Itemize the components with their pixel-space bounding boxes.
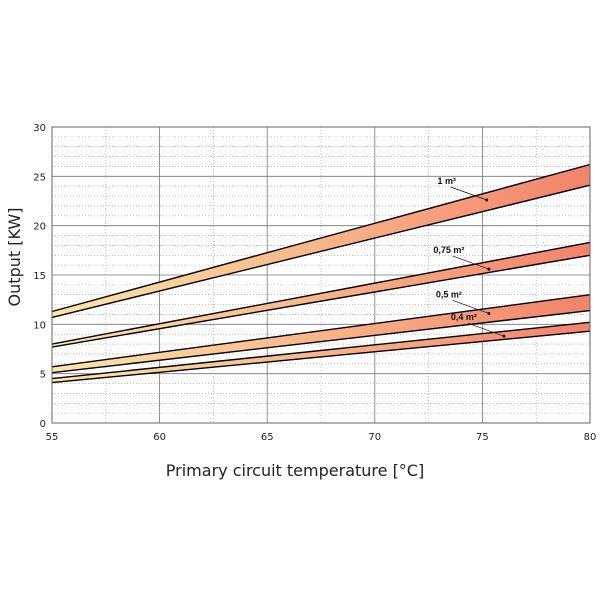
band-labels: 1 m² 0,75 m² 0,5 m² 0,4 m² [433, 176, 506, 338]
y-tick-label: 15 [33, 271, 46, 282]
band-fill-2 [52, 294, 590, 373]
band-lower-line-1 [51, 254, 591, 348]
band-lower-line-3 [51, 330, 591, 384]
band-fill-3 [52, 322, 590, 383]
y-axis-ticks: 0 5 10 15 20 25 30 [33, 123, 46, 430]
y-tick-label: 20 [33, 222, 46, 233]
band-label-leader-1 [452, 255, 489, 270]
band-fill-1 [52, 242, 590, 348]
y-tick-label: 25 [33, 172, 46, 183]
x-axis-title: Primary circuit temperature [°C] [166, 461, 424, 480]
y-tick-label: 0 [40, 419, 46, 430]
band-upper-line-1 [51, 241, 591, 345]
x-axis-ticks: 55 60 65 70 75 80 [46, 432, 597, 443]
band-label-2: 0,5 m² [436, 289, 462, 299]
band-upper-line-2 [51, 294, 591, 368]
band-label-dot-3 [502, 334, 506, 338]
band-label-leader-3 [467, 322, 505, 337]
x-tick-label: 70 [368, 432, 381, 443]
x-tick-label: 55 [46, 432, 59, 443]
x-tick-label: 80 [584, 432, 597, 443]
y-tick-label: 5 [40, 370, 46, 381]
y-axis-title: Output [KW] [5, 208, 24, 307]
x-tick-label: 65 [261, 432, 274, 443]
band-fill-0 [52, 164, 590, 318]
y-tick-label: 10 [33, 320, 46, 331]
band-upper-line-3 [51, 321, 591, 380]
plot-frame [51, 126, 591, 424]
output-bands [51, 163, 591, 384]
x-tick-label: 75 [476, 432, 489, 443]
x-tick-label: 60 [153, 432, 166, 443]
band-lower-line-2 [51, 309, 591, 374]
band-label-dot-0 [485, 198, 489, 202]
band-label-dot-1 [487, 267, 491, 271]
band-label-3: 0,4 m² [451, 312, 477, 322]
band-upper-line-0 [51, 163, 591, 313]
band-label-leader-2 [452, 300, 489, 314]
band-label-dot-2 [487, 311, 491, 315]
band-label-leader-0 [450, 186, 487, 201]
band-label-0: 1 m² [437, 176, 456, 186]
band-label-1: 0,75 m² [433, 245, 464, 255]
y-tick-label: 30 [33, 123, 46, 134]
band-lower-line-0 [51, 184, 591, 319]
